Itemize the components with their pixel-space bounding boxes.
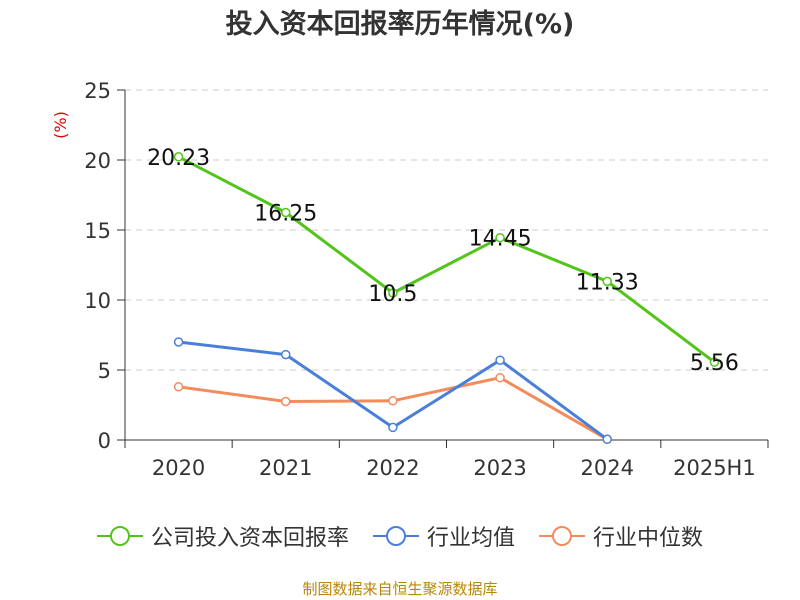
data-point[interactable] xyxy=(602,276,612,287)
x-tick-label: 2023 xyxy=(473,456,526,480)
x-tick-label: 2022 xyxy=(366,456,419,480)
data-label: 14.45 xyxy=(469,227,532,252)
y-tick-label: 0 xyxy=(98,429,111,453)
legend-swatch-industry-median xyxy=(539,526,585,546)
data-point[interactable] xyxy=(388,422,398,433)
data-point[interactable] xyxy=(173,152,184,162)
data-label: 11.33 xyxy=(576,270,639,295)
data-label: 10.5 xyxy=(368,282,417,307)
y-tick-label: 20 xyxy=(84,149,111,173)
y-axis-label: (%) xyxy=(51,111,70,139)
y-tick-label: 5 xyxy=(98,359,111,383)
y-tick-label: 25 xyxy=(84,79,111,103)
legend-swatch-company xyxy=(96,526,143,546)
data-point[interactable] xyxy=(173,337,184,347)
source-note: 制图数据来自恒生聚源数据库 xyxy=(302,580,498,598)
legend-item-company[interactable]: 公司投入资本回报率 xyxy=(96,520,349,552)
data-point[interactable] xyxy=(281,349,291,360)
legend-label-company: 公司投入资本回报率 xyxy=(150,526,349,551)
legend-swatch-industry-mean xyxy=(372,526,419,546)
y-tick-label: 15 xyxy=(84,219,111,243)
legend: 公司投入资本回报率 行业均值 行业中位数 xyxy=(0,520,800,552)
legend-label-industry-median: 行业中位数 xyxy=(593,526,704,551)
legend-label-industry-mean: 行业均值 xyxy=(426,526,515,551)
data-point[interactable] xyxy=(281,207,291,218)
series-line xyxy=(177,155,716,364)
data-point[interactable] xyxy=(495,372,505,383)
chart-title: 投入资本回报率历年情况(%) xyxy=(225,9,575,40)
data-point[interactable] xyxy=(173,382,184,392)
data-labels: 20.23 16.25 10.5 14.45 11.33 5.56 xyxy=(147,146,739,376)
data-label: 5.56 xyxy=(690,351,739,376)
series xyxy=(173,152,720,445)
x-tick-label: 2020 xyxy=(152,456,205,480)
data-point[interactable] xyxy=(602,434,612,445)
legend-item-industry-median[interactable]: 行业中位数 xyxy=(539,520,703,552)
x-tick-label: 2024 xyxy=(581,456,634,480)
legend-item-industry-mean[interactable]: 行业均值 xyxy=(372,520,515,552)
data-point[interactable] xyxy=(709,357,720,367)
data-point[interactable] xyxy=(388,288,398,298)
gridlines xyxy=(125,89,768,371)
data-label: 16.25 xyxy=(254,202,317,227)
x-tick-label: 2025H1 xyxy=(673,456,756,480)
axes: 0 5 10 15 20 25 2020 2021 2022 2023 2024 2025H1 xyxy=(84,79,769,480)
data-point[interactable] xyxy=(495,355,505,365)
data-point[interactable] xyxy=(388,396,398,406)
y-tick-label: 10 xyxy=(84,289,111,313)
data-label: 20.23 xyxy=(147,146,210,171)
x-tick-label: 2021 xyxy=(259,456,312,480)
data-point[interactable] xyxy=(495,232,505,243)
data-point[interactable] xyxy=(281,396,291,407)
